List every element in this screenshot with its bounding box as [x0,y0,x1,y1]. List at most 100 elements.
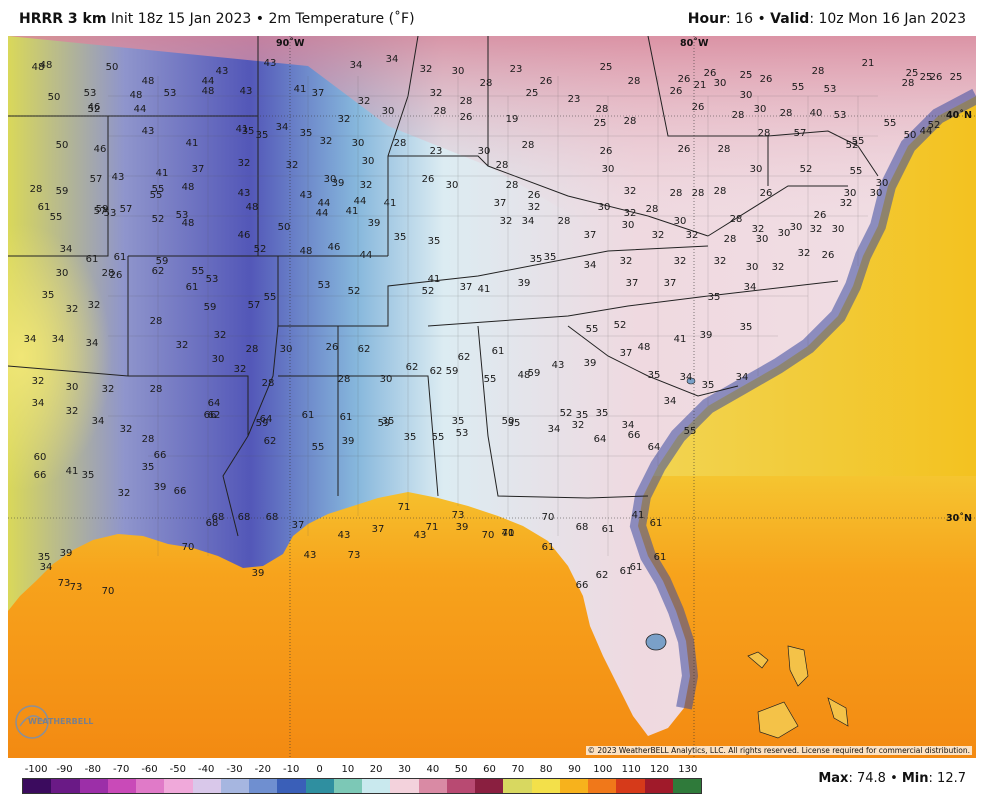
temp-label: 62 [458,352,471,363]
temp-label: 32 [620,256,633,267]
temp-label: 39 [252,568,265,579]
temp-label: 43 [414,530,427,541]
temp-label: 32 [500,216,513,227]
temp-label: 52 [800,164,813,175]
temp-label: 30 [382,106,395,117]
temp-label: 48 [300,246,313,257]
temp-label: 34 [52,334,65,345]
legend-color-swatch [503,779,532,793]
temp-label: 30 [352,138,365,149]
temp-label: 37 [626,278,639,289]
temp-label: 34 [60,244,73,255]
temp-label: 34 [622,420,635,431]
temp-label: 35 [740,322,753,333]
temp-label: 52 [88,104,101,115]
logo-svg: WEATHERBELL [15,705,93,739]
temp-label: 26 [326,342,339,353]
temp-label: 28 [262,378,275,389]
temp-label: 59 [96,204,109,215]
temp-label: 66 [204,410,217,421]
valid-label: Valid [770,11,810,27]
temp-label: 64 [648,442,661,453]
temp-label: 32 [360,180,373,191]
temp-label: 48 [32,62,45,73]
temp-label: 41 [66,466,79,477]
temp-label: 73 [452,510,465,521]
legend-tick-label: -30 [226,764,243,775]
temp-label: 30 [446,180,459,191]
max-min-summary: Max: 74.8 • Min: 12.7 [818,771,966,786]
temp-label: 59 [204,302,217,313]
temp-label: 48 [638,342,651,353]
temp-label: 73 [70,582,83,593]
temp-label: 25 [950,72,963,83]
temp-label: 44 [360,250,373,261]
temp-label: 66 [576,580,589,591]
temp-label: 28 [692,188,705,199]
map-title: HRRR 3 km Init 18z 15 Jan 2023 • 2m Temp… [19,11,415,27]
temp-label: 23 [568,94,581,105]
temp-label: 28 [506,180,519,191]
model-name: HRRR 3 km [19,11,107,27]
temp-label: 30 [870,188,883,199]
temp-label: 41 [428,274,441,285]
temp-label: 32 [674,256,687,267]
temp-label: 32 [652,230,665,241]
color-legend: -100 -90 -80 -70 -60 -50 -40 -30 -20 -10 0 10 20 30 40… [22,764,702,808]
temp-label: 25 [526,88,539,99]
temp-label: 34 [92,416,105,427]
temp-label: 68 [266,512,279,523]
lat-label-30n: 30˚N [946,513,972,524]
temp-label: 35 [300,128,313,139]
legend-tick-label: 30 [398,764,411,775]
legend-tick-label: 50 [454,764,468,775]
temp-label: 39 [60,548,73,559]
hour-label: Hour [687,11,727,27]
legend-color-swatch [23,779,52,793]
temp-label: 64 [594,434,607,445]
temp-label: 61 [654,552,667,563]
temp-label: 52 [152,214,165,225]
temp-label: 55 [484,374,497,385]
temp-label: 35 [508,418,521,429]
temp-label: 41 [156,168,169,179]
temp-label: 19 [506,114,519,125]
temp-label: 35 [256,130,269,141]
temp-label: 64 [208,398,221,409]
legend-tick-label: -70 [112,764,130,775]
temp-label: 28 [460,96,473,107]
temp-label: 30 [362,156,375,167]
temp-label: 68 [206,518,219,529]
temp-label: 32 [528,202,541,213]
temp-label: 53 [824,84,837,95]
logo-text: WEATHERBELL [28,717,93,726]
temp-label: 44 [354,196,367,207]
temp-label: 62 [264,436,277,447]
temp-label: 48 [130,90,143,101]
legend-tick-label: 20 [369,764,383,775]
temp-label: 32 [772,262,785,273]
temp-label: 34 [736,372,749,383]
init-time: Init 18z 15 Jan 2023 [110,11,252,27]
temp-label: 55 [792,82,805,93]
max-value: : 74.8 [848,771,886,786]
legend-color-swatch [362,779,391,793]
temp-label: 55 [152,184,165,195]
temp-label: 44 [134,104,147,115]
temp-label: 35 [702,380,715,391]
temp-label: 25 [594,118,607,129]
temp-label: 57 [120,204,133,215]
temp-label: 32 [840,198,853,209]
temp-label: 46 [328,242,341,253]
temp-label: 57 [90,174,103,185]
temp-label: 35 [382,416,395,427]
temp-label: 46 [88,102,101,113]
temp-label: 32 [120,424,133,435]
temp-label: 39 [456,522,469,533]
temp-label: 48 [518,370,531,381]
legend-tick-label: 90 [568,764,581,775]
temp-label: 32 [624,208,637,219]
temp-label: 53 [206,274,219,285]
temp-label: 61 [650,518,663,529]
